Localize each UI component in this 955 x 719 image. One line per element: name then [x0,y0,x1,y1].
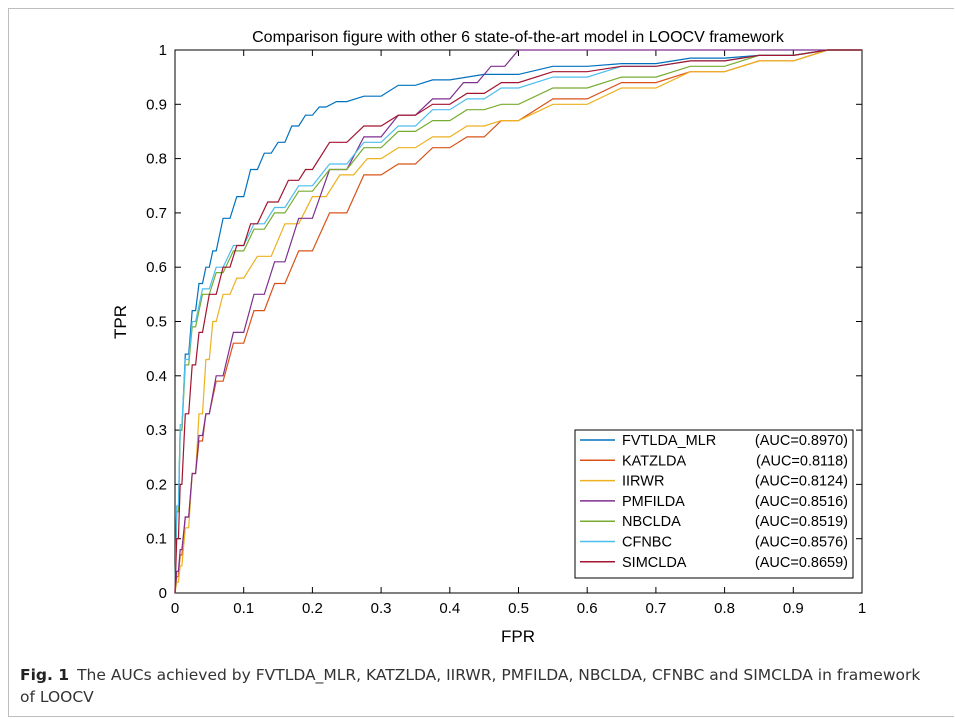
figure-frame [8,8,954,717]
y-tick-label: 1 [159,42,167,59]
roc-curve-fvtlda-mlr [174,49,862,594]
legend-auc-value: (AUC=0.8519) [755,514,848,530]
y-tick-label: 0 [159,585,167,602]
y-tick-label: 0.6 [146,259,167,276]
legend-auc-value: (AUC=0.8659) [755,555,848,571]
y-tick-label: 0.2 [146,476,167,493]
y-axis-label: TPR [111,305,130,339]
x-tick-label: 0.2 [302,600,323,617]
y-tick-label: 0.4 [146,368,167,385]
y-tick-label: 0.9 [146,96,167,113]
figure-caption: Fig. 1 The AUCs achieved by FVTLDA_MLR, K… [20,664,930,708]
x-tick-label: 0.4 [439,600,460,617]
x-tick-label: 0 [171,600,179,617]
legend-series-name: CFNBC [622,535,672,551]
legend-series-name: NBCLDA [622,514,681,530]
legend-auc-value: (AUC=0.8970) [755,433,848,449]
legend-series-name: IIRWR [622,474,664,490]
y-tick-label: 0.5 [146,314,167,331]
legend-auc-value: (AUC=0.8516) [755,494,848,510]
legend-series-name: SIMCLDA [622,555,687,571]
figure-label: Fig. 1 [20,666,70,684]
legend-box [574,429,854,579]
x-tick-label: 0.5 [508,600,529,617]
roc-curves [174,49,862,594]
y-tick-label: 0.8 [146,151,167,168]
y-tick-label: 0.7 [146,205,167,222]
x-tick-label: 0.3 [371,600,392,617]
legend-auc-value: (AUC=0.8124) [755,474,848,490]
caption-text: The AUCs achieved by FVTLDA_MLR, KATZLDA… [20,666,921,706]
y-tick-label: 0.3 [146,422,167,439]
roc-curve-simclda [174,49,862,594]
legend-series-name: KATZLDA [622,453,687,469]
legend-series-name: FVTLDA_MLR [622,433,716,449]
x-tick-label: 0.9 [783,600,804,617]
legend-series-name: PMFILDA [622,494,685,510]
x-tick-label: 1 [858,600,866,617]
x-tick-label: 0.1 [233,600,254,617]
x-tick-label: 0.8 [714,600,735,617]
legend-auc-value: (AUC=0.8118) [756,453,848,469]
x-axis-label: FPR [501,627,535,646]
x-tick-label: 0.6 [577,600,598,617]
chart-title: Comparison figure with other 6 state-of-… [252,29,785,46]
y-tick-label: 0.1 [146,531,167,548]
legend-auc-value: (AUC=0.8576) [755,535,848,551]
roc-chart: Comparison figure with other 6 state-of-… [111,29,866,646]
legend: FVTLDA_MLR (AUC=0.8970) KATZLDA (AUC=0.8118… [574,429,854,579]
axis-ticks: 0 0.1 0.2 0.3 0.4 0.5 0.6 0.7 0.8 0.9 1 0 0.1 0.2 0.3 0… [146,42,866,617]
x-tick-label: 0.7 [645,600,666,617]
